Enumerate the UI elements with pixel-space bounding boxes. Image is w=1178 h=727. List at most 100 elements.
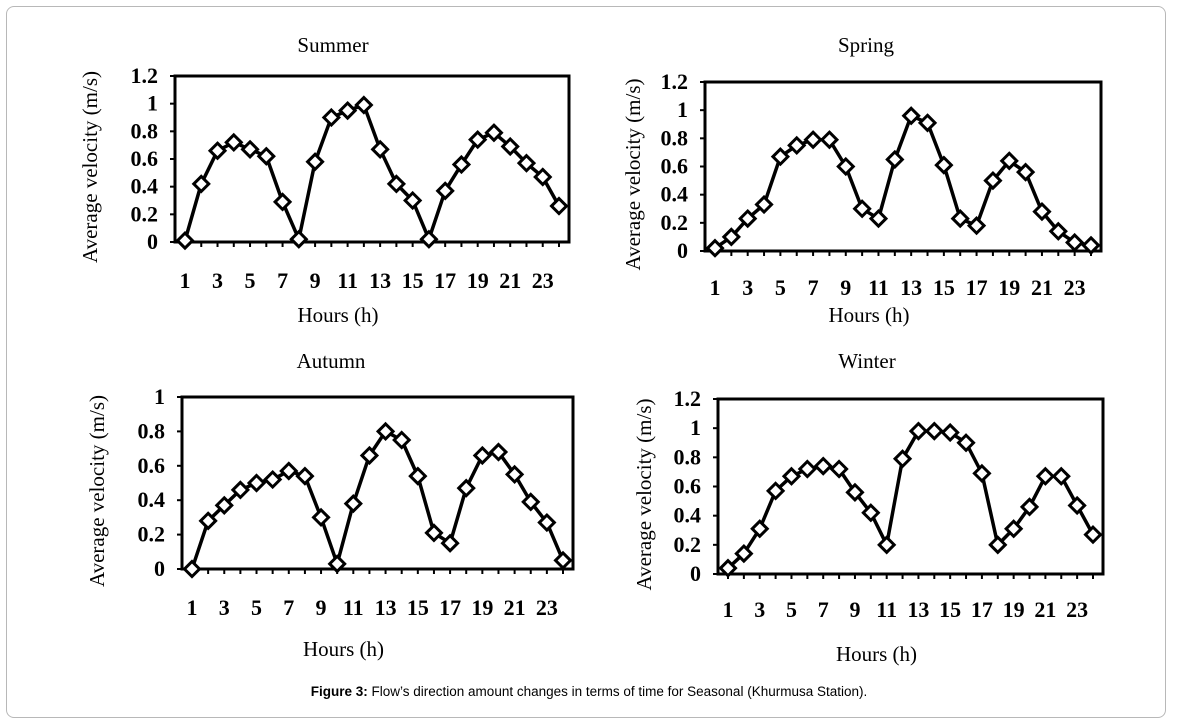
- x-tick-label: 3: [219, 595, 230, 620]
- data-point: [787, 135, 807, 155]
- data-point: [1083, 525, 1103, 545]
- figure-frame: [6, 6, 1166, 718]
- data-point: [1035, 466, 1056, 486]
- data-point: [721, 227, 741, 247]
- x-tick-label: 5: [786, 597, 797, 622]
- y-axis-label: Average velocity (m/s): [85, 395, 109, 587]
- data-point: [289, 229, 309, 249]
- data-point: [295, 466, 315, 486]
- series-line: [714, 114, 1092, 250]
- data-point: [305, 152, 325, 172]
- x-tick-label: 19: [1003, 597, 1025, 622]
- y-tick-label: 1: [154, 384, 165, 409]
- data-point: [327, 554, 347, 574]
- x-tick-label: 15: [939, 597, 961, 622]
- x-tick-label: 1: [710, 275, 721, 300]
- x-tick-label: 5: [775, 275, 786, 300]
- x-tick-label: 15: [407, 595, 429, 620]
- y-tick-label: 0.6: [131, 146, 159, 171]
- data-point: [765, 481, 786, 501]
- x-axis-label: Hours (h): [297, 303, 378, 327]
- data-point: [451, 154, 472, 175]
- data-point: [770, 147, 791, 167]
- data-point: [803, 130, 823, 150]
- data-point: [988, 535, 1008, 555]
- x-tick-label: 15: [402, 268, 424, 293]
- data-point: [537, 512, 557, 533]
- chart-title: Autumn: [297, 349, 366, 373]
- x-tick-label: 3: [742, 275, 753, 300]
- chart-title: Summer: [297, 33, 368, 57]
- data-point: [924, 421, 944, 441]
- data-point: [966, 216, 987, 236]
- data-point: [836, 156, 856, 177]
- x-tick-label: 1: [723, 597, 734, 622]
- y-tick-label: 0.4: [138, 487, 166, 512]
- data-point: [488, 442, 509, 462]
- x-tick-label: 7: [818, 597, 829, 622]
- y-tick-label: 0.6: [661, 154, 689, 179]
- data-point: [885, 149, 905, 170]
- data-point: [386, 174, 407, 194]
- x-tick-label: 21: [504, 595, 526, 620]
- data-point: [337, 100, 358, 121]
- plot-frame: [180, 395, 575, 571]
- data-point: [1051, 466, 1071, 486]
- x-axis-label: Hours (h): [303, 637, 384, 661]
- data-point: [272, 192, 293, 212]
- data-point: [191, 174, 211, 194]
- data-point: [207, 141, 228, 161]
- data-point: [972, 463, 992, 483]
- data-point: [175, 230, 195, 251]
- x-tick-label: 23: [1066, 597, 1088, 622]
- x-tick-label: 5: [245, 268, 256, 293]
- y-axis-label: Average velocity (m/s): [78, 71, 102, 263]
- data-point: [321, 107, 341, 128]
- x-tick-label: 5: [251, 595, 262, 620]
- y-tick-label: 0.4: [131, 174, 159, 199]
- y-tick-label: 0: [154, 556, 165, 581]
- x-tick-label: 11: [337, 268, 358, 293]
- y-tick-label: 0.2: [138, 522, 166, 547]
- data-point: [1032, 201, 1052, 222]
- data-point: [256, 146, 276, 166]
- data-point: [999, 151, 1019, 171]
- data-point: [754, 194, 774, 215]
- data-point: [343, 494, 363, 514]
- data-point: [311, 507, 331, 528]
- chart-title: Spring: [838, 33, 895, 57]
- data-point: [370, 139, 390, 159]
- x-tick-label: 11: [343, 595, 364, 620]
- x-tick-label: 7: [277, 268, 288, 293]
- data-point: [472, 445, 492, 466]
- y-tick-label: 1: [690, 415, 701, 440]
- data-point: [1067, 495, 1087, 516]
- y-tick-label: 0: [677, 238, 688, 263]
- data-point: [516, 153, 537, 173]
- plot-frame: [173, 74, 571, 244]
- series-line: [726, 429, 1095, 570]
- y-tick-label: 0.2: [131, 201, 159, 226]
- data-point: [224, 132, 244, 153]
- x-tick-label: 1: [180, 268, 191, 293]
- chart-title: Winter: [838, 349, 895, 373]
- x-tick-label: 17: [966, 275, 988, 300]
- data-point: [468, 130, 488, 150]
- x-tick-label: 13: [369, 268, 391, 293]
- data-point: [263, 469, 283, 490]
- data-point: [908, 421, 929, 441]
- data-point: [950, 208, 970, 229]
- y-tick-label: 0.4: [661, 182, 689, 207]
- y-tick-label: 0: [147, 229, 158, 254]
- data-point: [240, 139, 260, 159]
- data-point: [813, 456, 833, 476]
- data-point: [435, 181, 455, 201]
- data-point: [504, 464, 525, 485]
- x-tick-label: 13: [900, 275, 922, 300]
- data-point: [182, 559, 202, 579]
